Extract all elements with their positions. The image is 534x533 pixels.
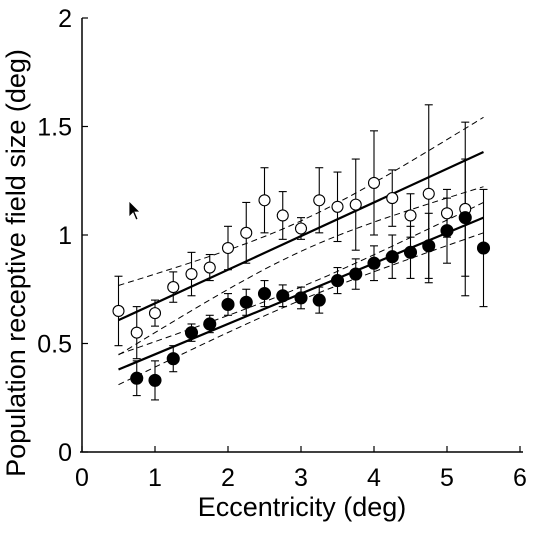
- open-data-point: [148, 307, 162, 320]
- y-tick-label: 1: [58, 222, 72, 250]
- x-axis-label: Eccentricity (deg): [198, 492, 407, 522]
- open-data-point: [404, 209, 417, 222]
- open-data-point: [185, 268, 198, 281]
- x-tick-label: 1: [148, 464, 162, 492]
- x-tick-label: 3: [294, 464, 308, 492]
- ticks: 0 1 2 3 4 5 6 0 0.5 1 1.5 2: [37, 5, 527, 492]
- filled-data-point: [403, 245, 418, 259]
- open-data-point: [313, 194, 326, 207]
- open-data-point: [167, 281, 180, 294]
- y-tick-label: 2: [58, 5, 72, 33]
- y-axis-label: Population receptive field size (deg): [1, 49, 31, 477]
- open-data-point: [130, 326, 143, 339]
- filled-data-point: [221, 297, 235, 311]
- x-tick-label: 0: [75, 464, 89, 492]
- open-data-point: [386, 192, 399, 205]
- open-data-point: [422, 187, 435, 200]
- filled-data-point: [130, 371, 144, 385]
- filled-data-point: [422, 239, 436, 253]
- filled-data-point: [476, 241, 491, 255]
- open-data-point: [367, 176, 381, 189]
- mouse-cursor-icon: [128, 200, 141, 221]
- y-tick-label: 0.5: [37, 331, 72, 359]
- data-markers: [112, 176, 491, 387]
- filled-data-point: [440, 224, 454, 238]
- y-tick-label: 1.5: [37, 114, 72, 142]
- filled-data-point: [276, 289, 290, 303]
- filled-data-point: [330, 274, 345, 288]
- x-tick-label: 5: [440, 464, 454, 492]
- x-tick-label: 2: [221, 464, 235, 492]
- filled-data-point: [367, 256, 381, 270]
- filled-data-point: [148, 373, 162, 387]
- open-data-point: [331, 200, 344, 213]
- filled-data-point: [203, 317, 217, 331]
- filled-data-point: [166, 352, 180, 366]
- filled-data-point: [312, 293, 326, 307]
- open-data-point: [203, 261, 216, 274]
- open-data-point: [221, 241, 235, 255]
- open-data-point: [294, 222, 308, 235]
- filled-data-point: [458, 211, 472, 225]
- open-data-point: [440, 207, 454, 220]
- filled-data-point: [385, 250, 399, 264]
- open-data-point: [258, 194, 271, 207]
- open-data-point: [240, 226, 253, 239]
- filled-data-point: [184, 326, 199, 340]
- x-tick-label: 4: [367, 464, 381, 492]
- filled-data-point: [294, 291, 308, 305]
- x-tick-label: 6: [513, 464, 527, 492]
- open-data-point: [276, 209, 289, 222]
- filled-data-point: [239, 295, 253, 309]
- open-data-point: [349, 198, 362, 211]
- y-tick-label: 0: [58, 439, 72, 467]
- filled-data-point: [349, 267, 363, 281]
- open-data-point: [112, 304, 125, 318]
- ci-lower-series-1: [118, 186, 484, 356]
- filled-data-point: [257, 287, 272, 301]
